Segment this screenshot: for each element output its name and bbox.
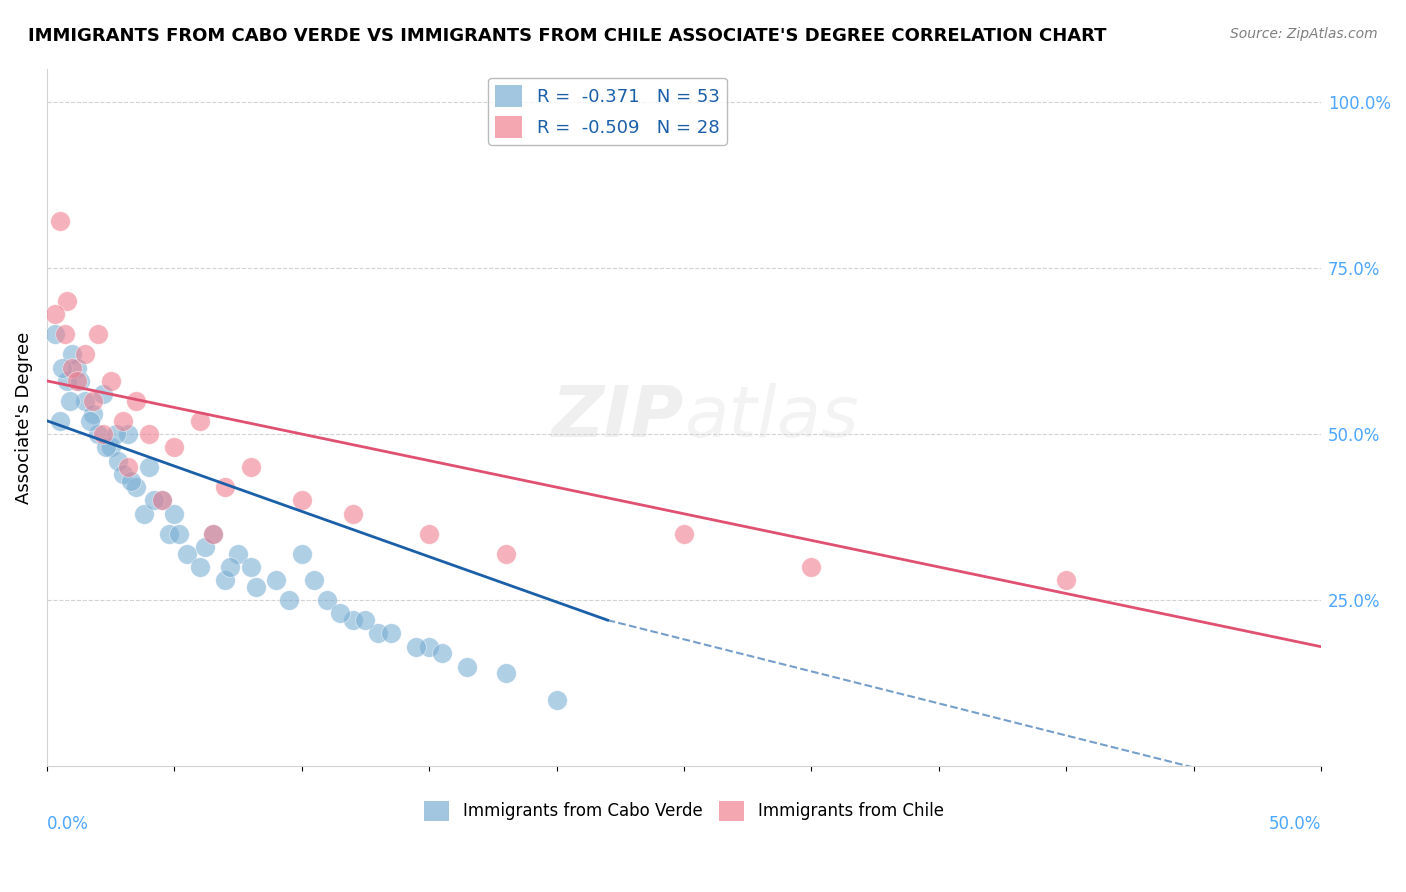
Point (112, 414, 135, 428)
Text: atlas: atlas (683, 383, 859, 452)
Point (138, 460, 160, 475)
Point (56, 374, 79, 388)
Point (201, 526, 224, 541)
Point (418, 640, 440, 654)
Text: 0.0%: 0.0% (46, 815, 89, 833)
Point (316, 593, 339, 607)
Point (239, 460, 262, 475)
Point (60, 360, 83, 375)
Text: Source: ZipAtlas.com: Source: ZipAtlas.com (1230, 27, 1378, 41)
Point (117, 460, 139, 475)
Point (138, 427, 160, 442)
Point (405, 640, 427, 654)
Point (100, 374, 122, 388)
Point (219, 560, 242, 574)
Point (264, 573, 287, 587)
Point (91, 387, 114, 401)
Point (69, 374, 91, 388)
Point (495, 547, 517, 561)
Point (329, 607, 352, 621)
Point (354, 613, 377, 627)
Point (169, 526, 191, 541)
Point (342, 507, 364, 521)
Point (176, 547, 198, 561)
Point (342, 613, 364, 627)
Point (107, 453, 129, 467)
Point (66, 374, 89, 388)
Point (132, 507, 155, 521)
Point (60, 347, 83, 361)
Point (125, 393, 148, 408)
Point (142, 493, 165, 508)
Point (1054, 573, 1077, 587)
Point (100, 440, 122, 454)
Point (226, 547, 249, 561)
Point (51, 360, 73, 375)
Point (48, 214, 70, 228)
Text: 50.0%: 50.0% (1268, 815, 1322, 833)
Point (278, 593, 301, 607)
Point (87, 427, 110, 442)
Point (194, 540, 217, 554)
Point (94, 440, 117, 454)
Point (82, 407, 104, 421)
Point (79, 414, 101, 428)
Point (380, 626, 402, 640)
Point (163, 440, 186, 454)
Point (157, 526, 180, 541)
Point (245, 580, 267, 594)
Point (367, 626, 389, 640)
Point (117, 427, 139, 442)
Point (456, 659, 478, 673)
Text: IMMIGRANTS FROM CABO VERDE VS IMMIGRANTS FROM CHILE ASSOCIATE'S DEGREE CORRELATI: IMMIGRANTS FROM CABO VERDE VS IMMIGRANTS… (28, 27, 1107, 45)
Point (188, 560, 211, 574)
Point (291, 547, 314, 561)
Point (75, 347, 97, 361)
Point (291, 493, 314, 508)
Point (120, 474, 142, 488)
Point (44, 327, 66, 342)
Point (430, 646, 453, 660)
Point (112, 467, 135, 481)
Point (91, 427, 114, 442)
Point (150, 493, 173, 508)
Point (150, 493, 173, 508)
Point (56, 294, 79, 309)
Point (66, 360, 89, 375)
Point (125, 480, 148, 494)
Text: ZIP: ZIP (551, 383, 683, 452)
Point (75, 393, 97, 408)
Point (188, 414, 211, 428)
Legend: Immigrants from Cabo Verde, Immigrants from Chile: Immigrants from Cabo Verde, Immigrants f… (418, 794, 950, 828)
Point (163, 507, 186, 521)
Point (87, 327, 110, 342)
Point (495, 666, 517, 681)
Point (59, 393, 82, 408)
Point (304, 573, 326, 587)
Y-axis label: Associate's Degree: Associate's Degree (15, 331, 32, 504)
Point (214, 480, 236, 494)
Point (418, 526, 440, 541)
Point (53, 327, 76, 342)
Point (672, 526, 695, 541)
Point (546, 693, 568, 707)
Point (44, 307, 66, 321)
Point (48, 414, 70, 428)
Point (201, 526, 224, 541)
Point (239, 560, 262, 574)
Point (104, 427, 127, 442)
Point (82, 393, 104, 408)
Point (800, 560, 823, 574)
Point (214, 573, 236, 587)
